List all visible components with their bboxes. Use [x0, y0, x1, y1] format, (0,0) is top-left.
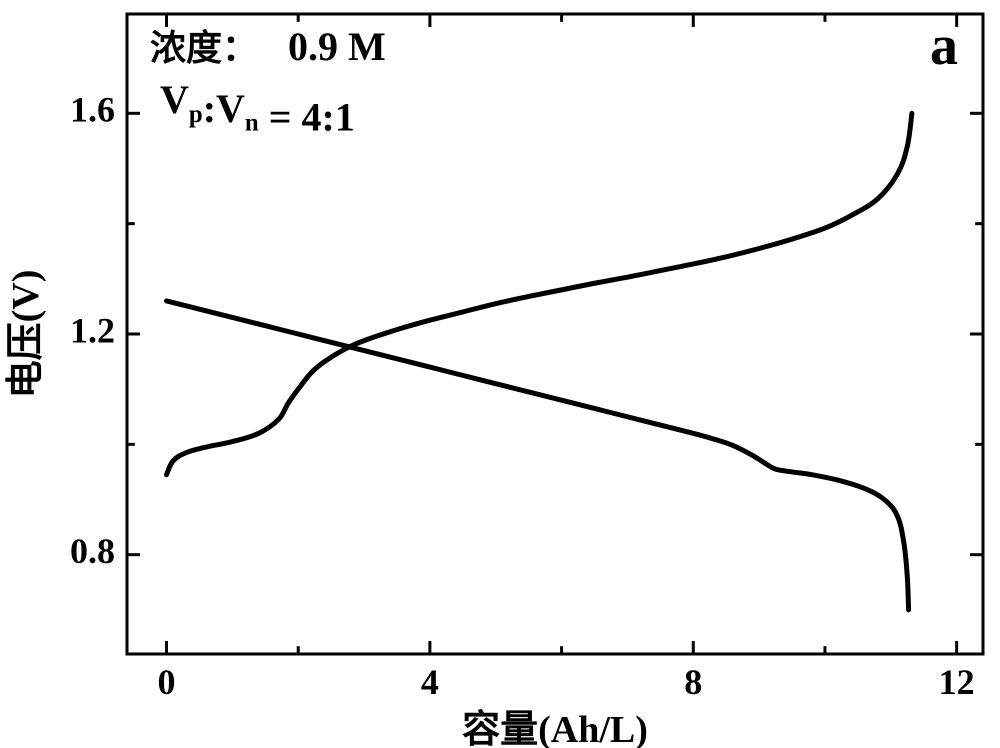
- chart-background: [0, 0, 1000, 748]
- x-tick-label: 0: [158, 662, 176, 702]
- x-tick-label: 4: [421, 662, 439, 702]
- y-tick-label: 0.8: [70, 531, 115, 571]
- x-tick-label: 12: [939, 662, 975, 702]
- panel-label: a: [930, 15, 958, 77]
- y-tick-label: 1.2: [70, 310, 115, 350]
- y-tick-label: 1.6: [70, 90, 115, 130]
- annotation-concentration_value: 0.9 M: [288, 24, 386, 69]
- chart-container: 048120.81.21.6容量(Ah/L)电压(V)浓度：0.9 MVp:Vn…: [0, 0, 1000, 748]
- chart-svg: 048120.81.21.6容量(Ah/L)电压(V)浓度：0.9 MVp:Vn…: [0, 0, 1000, 748]
- x-tick-label: 8: [684, 662, 702, 702]
- y-axis-label: 电压(V): [5, 270, 47, 399]
- annotation-concentration_label: 浓度：: [150, 28, 258, 68]
- x-axis-label: 容量(Ah/L): [462, 709, 648, 748]
